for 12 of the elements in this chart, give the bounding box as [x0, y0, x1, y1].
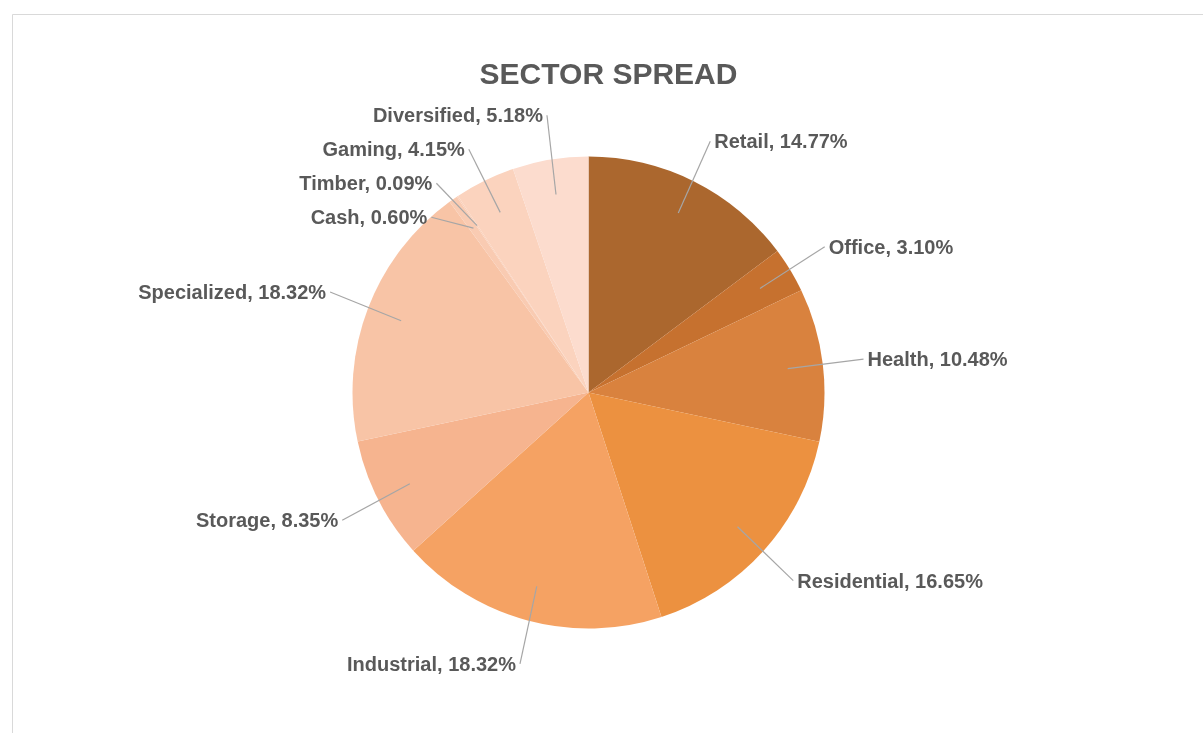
slice-label: Residential, 16.65% — [797, 569, 984, 592]
chart-title: SECTOR SPREAD — [479, 57, 738, 90]
slice-label: Gaming, 4.15% — [322, 138, 466, 161]
slice-label: Retail, 14.77% — [714, 130, 848, 153]
slice-label: Specialized, 18.32% — [138, 280, 327, 303]
slice-label: Industrial, 18.32% — [347, 652, 517, 675]
slice-label: Diversified, 5.18% — [372, 104, 544, 127]
slice-label: Storage, 8.35% — [195, 509, 339, 532]
slice-label: Timber, 0.09% — [299, 172, 433, 195]
slice-label: Office, 3.10% — [828, 235, 954, 258]
slice-label: Cash, 0.60% — [310, 206, 428, 229]
slice-label: Health, 10.48% — [867, 348, 1008, 371]
